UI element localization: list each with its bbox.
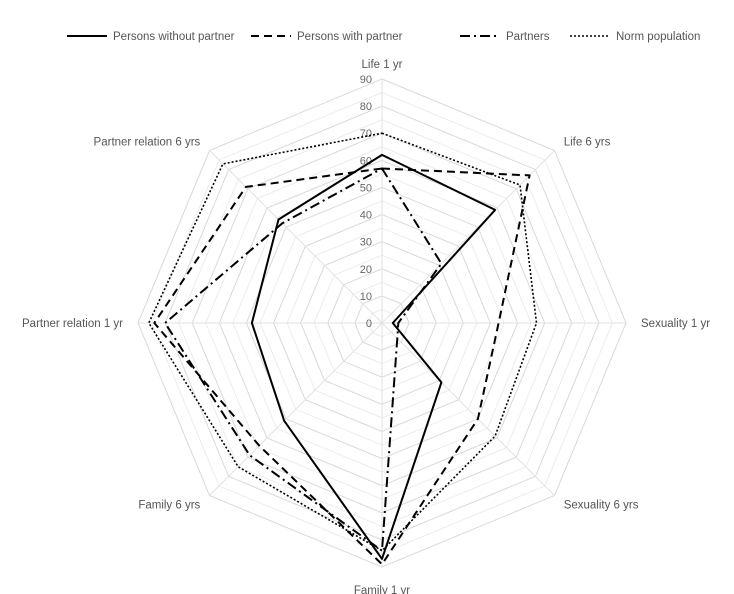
tick-label: 40 [360,210,372,222]
radar-grid [137,78,627,568]
tick-label: 60 [360,155,372,167]
series-persons-without-partner [250,153,497,560]
tick-label: 20 [360,264,372,276]
tick-label: 10 [360,291,372,303]
legend: Persons without partner Persons with part… [67,31,700,43]
legend-label-persons-without-partner: Persons without partner [113,31,235,43]
radial-tick-labels: 0 10 20 30 40 50 60 70 80 90 [360,74,372,330]
tick-label: 80 [360,101,372,113]
tick-label: 70 [360,128,372,140]
tick-label: 30 [360,237,372,249]
grid-spoke [381,150,555,324]
legend-label-persons-with-partner: Persons with partner [297,31,403,43]
axis-label-partner-relation-1-yr: Partner relation 1 yr [22,318,123,330]
series-persons-with-partner [153,167,531,566]
axis-labels: Life 1 yr Life 6 yrs Sexuality 1 yr Sexuali… [22,59,710,594]
grid-spoke [381,322,555,496]
grid-spoke [209,150,383,324]
axis-label-sexuality-6-yrs: Sexuality 6 yrs [564,500,639,512]
tick-label: 90 [360,74,372,86]
tick-label: 50 [360,182,372,194]
tick-label: 0 [366,318,372,330]
legend-label-norm-population: Norm population [616,31,700,43]
axis-label-life-1-yr: Life 1 yr [362,59,403,71]
axis-label-family-1-yr: Family 1 yr [354,585,410,594]
axis-label-sexuality-1-yr: Sexuality 1 yr [641,318,710,330]
series-lines [148,132,538,566]
axis-label-partner-relation-6-yrs: Partner relation 6 yrs [94,136,201,148]
axis-label-family-6-yrs: Family 6 yrs [138,500,200,512]
legend-label-partners: Partners [506,31,550,43]
series-norm-population [148,132,538,552]
axis-label-life-6-yrs: Life 6 yrs [564,136,611,148]
grid-spoke [209,322,383,496]
